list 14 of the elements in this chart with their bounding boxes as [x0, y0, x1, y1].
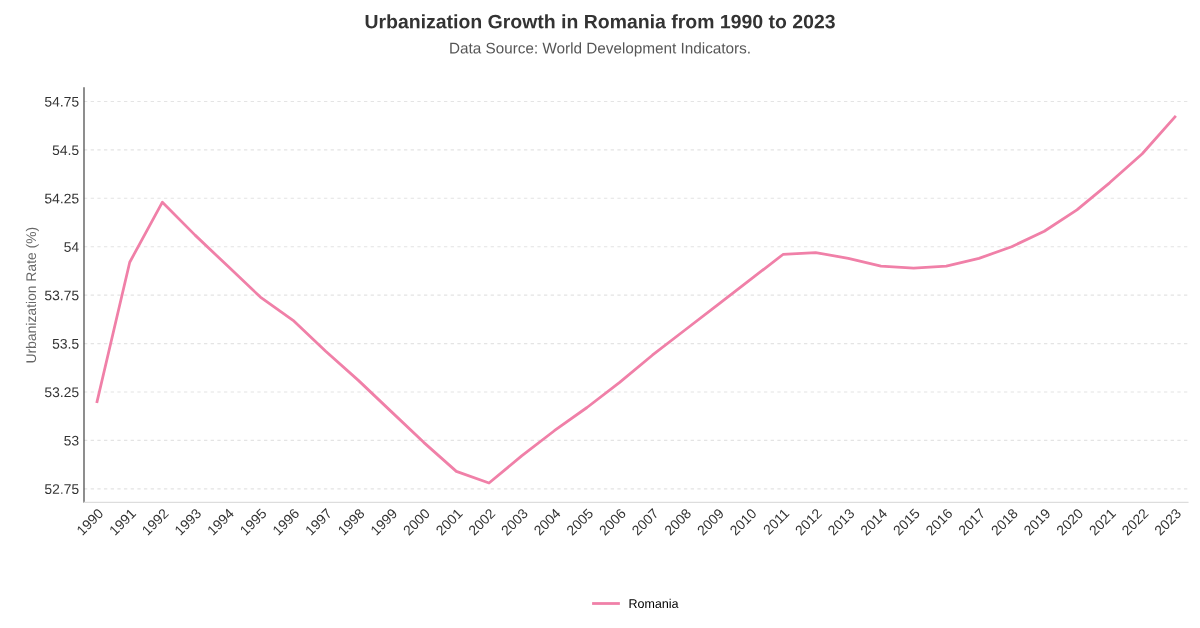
y-tick-label: 54.75 — [44, 96, 79, 107]
y-tick-label: 53.25 — [44, 387, 79, 398]
line-series — [95, 115, 1177, 485]
y-tick-label: 52.75 — [44, 484, 79, 495]
y-axis-title: Urbanization Rate (%) — [25, 227, 39, 363]
y-tick-label: 54 — [64, 242, 79, 252]
y-tick-label: 53.75 — [44, 290, 79, 301]
legend-label: Romania — [629, 598, 679, 608]
chart-subtitle: Data Source: World Development Indicators. — [450, 42, 750, 57]
chart-title: Urbanization Growth in Romania from 1990 to 2023 — [365, 14, 835, 29]
y-tick-label: 54.25 — [44, 193, 79, 204]
y-tick-label: 53.5 — [52, 338, 79, 349]
y-tick-label: 54.5 — [52, 145, 79, 156]
y-tick-label: 53 — [64, 435, 79, 446]
